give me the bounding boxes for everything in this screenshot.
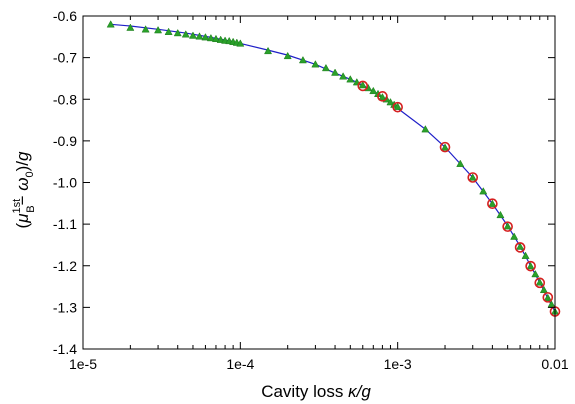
triangle-point bbox=[516, 242, 525, 250]
y-tick-label: -1.1 bbox=[53, 216, 77, 232]
triangle-point bbox=[181, 30, 190, 38]
triangle-point bbox=[496, 210, 505, 219]
y-tick-label: -0.6 bbox=[53, 8, 77, 24]
triangle-point bbox=[468, 173, 477, 181]
x-axis-title: Cavity loss κ/g bbox=[261, 382, 371, 401]
triangle-point bbox=[521, 251, 530, 259]
axis-ticks bbox=[82, 15, 556, 350]
triangle-point bbox=[216, 35, 225, 43]
circle-point bbox=[534, 277, 546, 289]
x-tick-label: 1e-4 bbox=[226, 356, 254, 372]
tick-labels: -0.6 -0.7 -0.8 -0.9 -1.0 -1.1 -1.2 -1.3 -1.41e-5… bbox=[53, 8, 569, 372]
triangle-point bbox=[126, 23, 135, 31]
triangle-point bbox=[264, 46, 273, 55]
triangle-point bbox=[479, 187, 488, 195]
y-tick-label: -1.2 bbox=[53, 258, 77, 274]
triangle-point bbox=[346, 75, 355, 83]
triangle-point bbox=[526, 262, 535, 270]
circle-point bbox=[357, 80, 369, 92]
triangle-point bbox=[321, 63, 330, 72]
circle-point bbox=[502, 221, 513, 232]
triangle-point bbox=[195, 32, 204, 40]
y-tick-label: -1.4 bbox=[53, 341, 77, 357]
circle-point bbox=[467, 172, 479, 183]
y-tick-label: -0.8 bbox=[53, 91, 77, 107]
triangle-point bbox=[339, 72, 348, 80]
triangle-point bbox=[456, 159, 465, 167]
triangle-point bbox=[421, 125, 430, 133]
triangle-point bbox=[531, 269, 540, 278]
triangle-point bbox=[211, 34, 220, 43]
x-tick-label: 1e-3 bbox=[384, 356, 412, 372]
y-axis-title: (μ1st B− ω0)/g bbox=[11, 151, 37, 228]
triangle-point bbox=[543, 293, 552, 301]
triangle-point bbox=[386, 98, 395, 106]
triangle-point bbox=[311, 60, 320, 68]
circle-point bbox=[542, 292, 554, 303]
triangle-point bbox=[535, 278, 544, 286]
y-tick-label: -1.3 bbox=[53, 299, 77, 315]
triangle-point bbox=[331, 68, 340, 76]
triangle-point bbox=[298, 56, 307, 64]
triangle-point bbox=[188, 31, 197, 39]
y-tick-label: -0.9 bbox=[53, 133, 77, 149]
x-tick-label: 1e-5 bbox=[69, 356, 97, 372]
triangle-point bbox=[441, 143, 450, 151]
triangle-point bbox=[283, 51, 292, 60]
circle-point bbox=[514, 242, 526, 253]
triangle-point bbox=[393, 102, 402, 110]
circle-point bbox=[487, 198, 498, 210]
y-tick-label: -0.7 bbox=[53, 50, 77, 66]
triangle-point bbox=[173, 28, 182, 37]
triangle-point bbox=[206, 33, 215, 42]
triangle-point bbox=[510, 232, 519, 240]
triangle-point bbox=[141, 25, 150, 33]
circle-point bbox=[377, 91, 388, 102]
triangle-point bbox=[164, 27, 173, 35]
circle-point bbox=[392, 101, 403, 113]
triangle-point bbox=[106, 20, 115, 28]
circle-point bbox=[525, 260, 536, 272]
circle-point bbox=[439, 141, 451, 153]
triangle-point bbox=[201, 33, 210, 41]
x-tick-label: 0.01 bbox=[541, 356, 568, 372]
triangle-point bbox=[488, 199, 497, 207]
triangle-point bbox=[369, 86, 378, 95]
triangle-point bbox=[503, 222, 512, 230]
triangle-point bbox=[358, 80, 367, 89]
y-tick-label: -1.0 bbox=[53, 175, 77, 191]
triangle-point bbox=[236, 39, 245, 47]
triangle-point bbox=[154, 26, 163, 34]
data-layer bbox=[106, 20, 561, 317]
triangle-point bbox=[539, 285, 548, 294]
fit-curve bbox=[110, 23, 556, 312]
